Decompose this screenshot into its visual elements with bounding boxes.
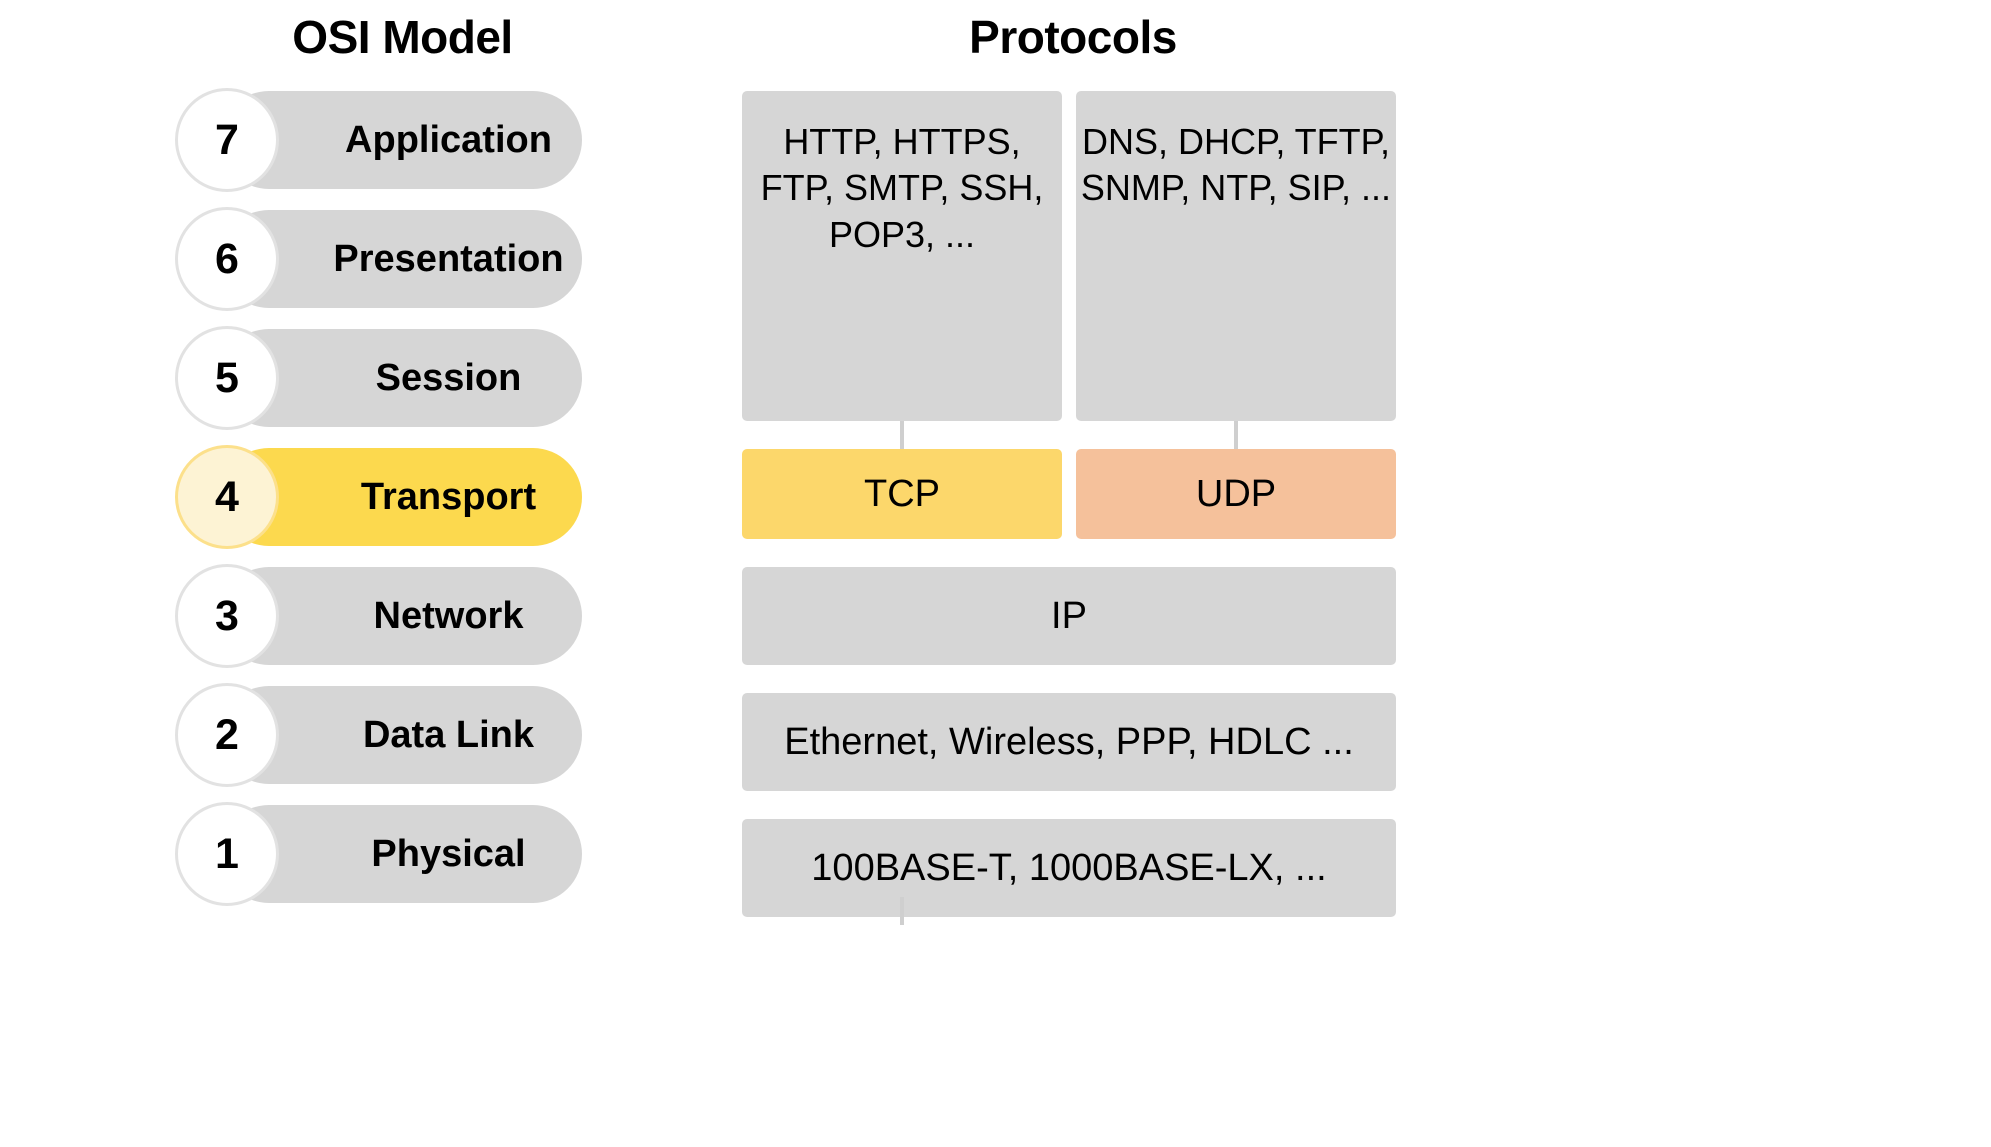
layer-name-physical: Physical <box>371 832 526 875</box>
layer-number-badge-3: 3 <box>175 564 279 668</box>
protocol-box-application-udp-based[interactable]: DNS, DHCP, TFTP, SNMP, NTP, SIP, ... <box>1076 91 1396 421</box>
osi-layer-stack: 7 Application 6 Presentation 5 Session 4… <box>175 88 582 924</box>
layer-name-presentation: Presentation <box>333 237 564 280</box>
connector-line-tcp-to-ip <box>900 897 904 925</box>
layer-name-transport: Transport <box>360 475 537 518</box>
connector-line-app-to-tcp <box>900 421 904 449</box>
osi-layer-row-physical[interactable]: 1 Physical <box>175 802 582 906</box>
osi-layer-row-application[interactable]: 7 Application <box>175 88 582 192</box>
protocol-box-udp[interactable]: UDP <box>1076 449 1396 539</box>
protocols-heading: Protocols <box>969 11 1177 63</box>
layer-name-network: Network <box>373 594 524 637</box>
protocol-box-data-link[interactable]: Ethernet, Wireless, PPP, HDLC ... <box>742 693 1396 791</box>
osi-layer-row-data-link[interactable]: 2 Data Link <box>175 683 582 787</box>
layer-name-application: Application <box>345 118 552 161</box>
layer-number-badge-6: 6 <box>175 207 279 311</box>
protocol-stack: HTTP, HTTPS, FTP, SMTP, SSH, POP3, ... D… <box>742 91 1396 925</box>
layer-number-badge-4: 4 <box>175 445 279 549</box>
layer-number-badge-7: 7 <box>175 88 279 192</box>
layer-number-badge-2: 2 <box>175 683 279 787</box>
protocol-box-ip[interactable]: IP <box>742 567 1396 665</box>
osi-layer-row-transport[interactable]: 4 Transport <box>175 445 582 549</box>
protocol-box-application-tcp-based[interactable]: HTTP, HTTPS, FTP, SMTP, SSH, POP3, ... <box>742 91 1062 421</box>
layer-name-session: Session <box>375 356 522 399</box>
osi-layer-row-network[interactable]: 3 Network <box>175 564 582 668</box>
protocol-box-physical[interactable]: 100BASE-T, 1000BASE-LX, ... <box>742 819 1396 917</box>
osi-model-heading: OSI Model <box>292 11 513 63</box>
osi-layer-row-presentation[interactable]: 6 Presentation <box>175 207 582 311</box>
layer-number-badge-1: 1 <box>175 802 279 906</box>
layer-name-data-link: Data Link <box>362 713 535 756</box>
connector-line-app-to-udp <box>1234 421 1238 449</box>
layer-number-badge-5: 5 <box>175 326 279 430</box>
protocol-box-tcp[interactable]: TCP <box>742 449 1062 539</box>
transport-protocol-group: TCP UDP <box>742 449 1396 925</box>
application-protocol-group: HTTP, HTTPS, FTP, SMTP, SSH, POP3, ... D… <box>742 91 1396 449</box>
osi-layer-row-session[interactable]: 5 Session <box>175 326 582 430</box>
